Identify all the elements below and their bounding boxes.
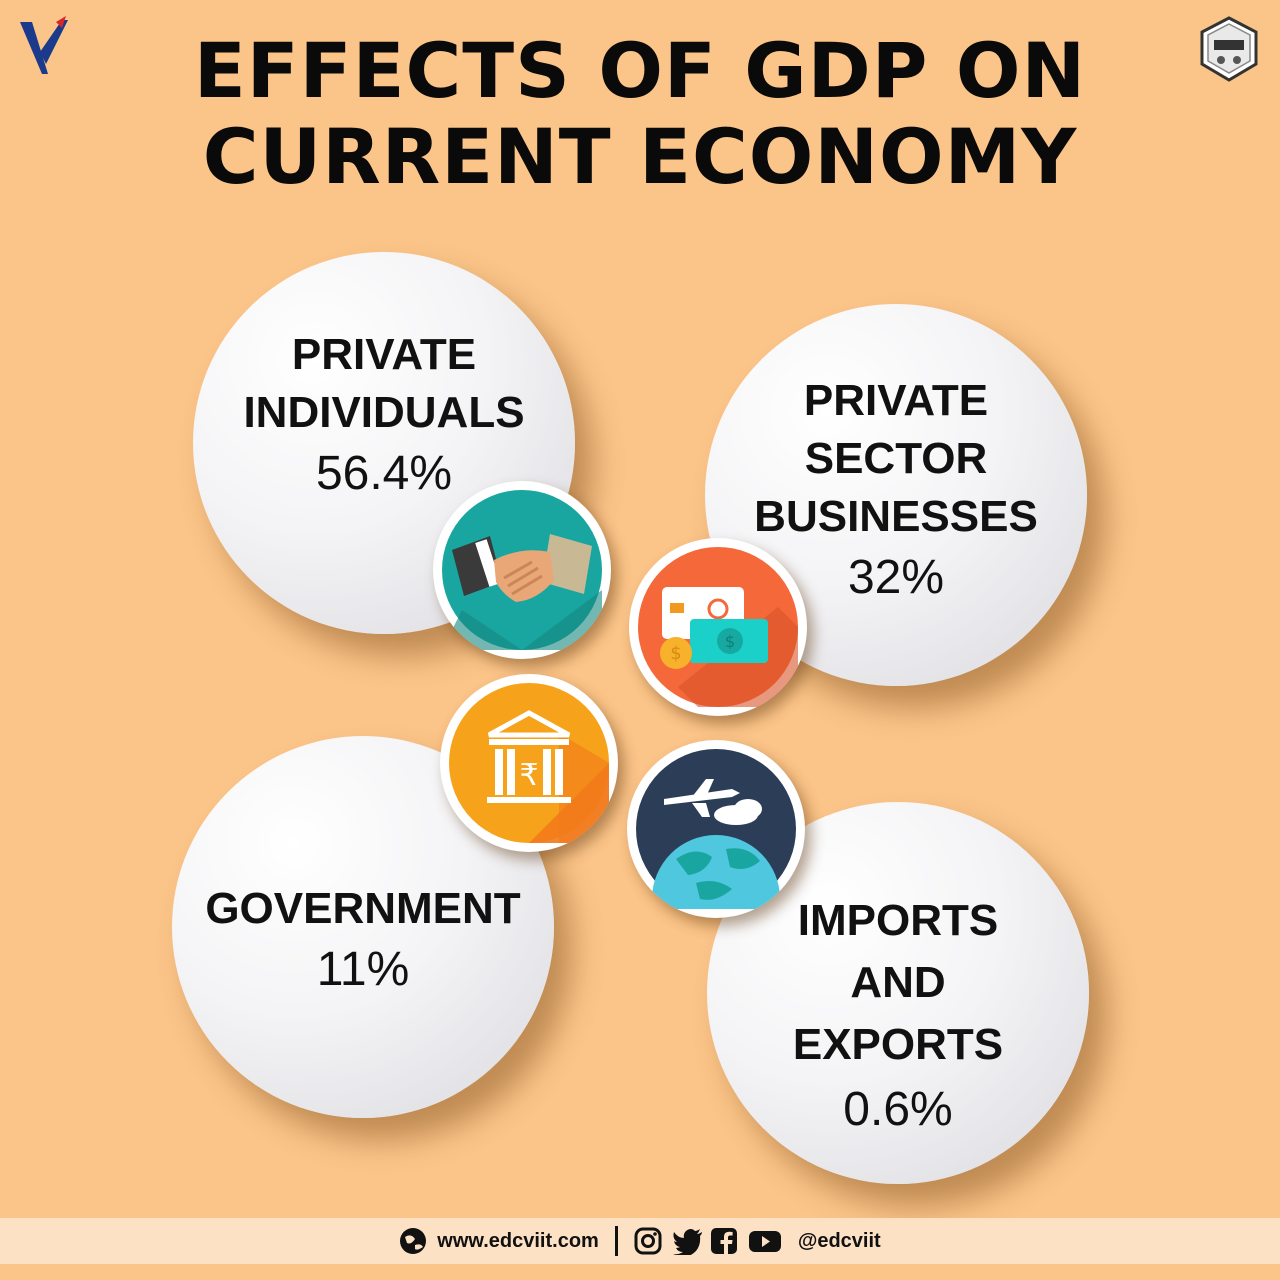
card-money-icon: $ $ <box>629 538 807 716</box>
page-title: EFFECTS OF GDP ON CURRENT ECONOMY <box>0 28 1280 200</box>
bank-rupee-icon: ₹ <box>440 674 618 852</box>
sector-label: BUSINESSES <box>754 492 1038 541</box>
svg-text:$: $ <box>725 632 735 651</box>
private-individuals-circle: PRIVATE INDIVIDUALS 56.4% <box>193 252 575 634</box>
handshake-icon <box>433 481 611 659</box>
sector-label: PRIVATE <box>291 330 477 379</box>
title-line-2: CURRENT ECONOMY <box>202 112 1078 201</box>
vishwakarma-logo <box>12 12 82 82</box>
footer-bar: www.edcviit.com @edcvii <box>0 1218 1280 1264</box>
title-line-1: EFFECTS OF GDP ON <box>193 26 1087 115</box>
edc-logo <box>1194 14 1264 84</box>
svg-text:₹: ₹ <box>519 758 538 793</box>
website-link[interactable]: www.edcviit.com <box>437 1229 599 1252</box>
plane-globe-icon <box>627 740 805 918</box>
sector-value: 0.6% <box>843 1083 953 1136</box>
sector-value: 11% <box>316 943 410 996</box>
social-handle[interactable]: @edcviit <box>797 1229 881 1252</box>
sector-label: AND <box>850 958 946 1007</box>
facebook-icon[interactable] <box>710 1227 738 1255</box>
footer-divider <box>614 1226 618 1256</box>
sector-label: IMPORTS <box>797 896 999 945</box>
svg-text:$: $ <box>670 643 681 664</box>
globe-icon <box>399 1227 427 1255</box>
instagram-icon[interactable] <box>634 1227 662 1255</box>
sector-label: INDIVIDUALS <box>243 388 525 437</box>
sector-label: GOVERNMENT <box>205 884 521 933</box>
sector-value: 56.4% <box>315 447 453 500</box>
sector-value: 32% <box>847 551 945 604</box>
bottom-strip <box>0 1264 1280 1280</box>
sector-label: SECTOR <box>804 434 988 483</box>
sector-label: EXPORTS <box>792 1020 1004 1069</box>
sector-label: PRIVATE <box>803 376 989 425</box>
youtube-icon[interactable] <box>748 1227 782 1255</box>
twitter-icon[interactable] <box>672 1227 702 1257</box>
